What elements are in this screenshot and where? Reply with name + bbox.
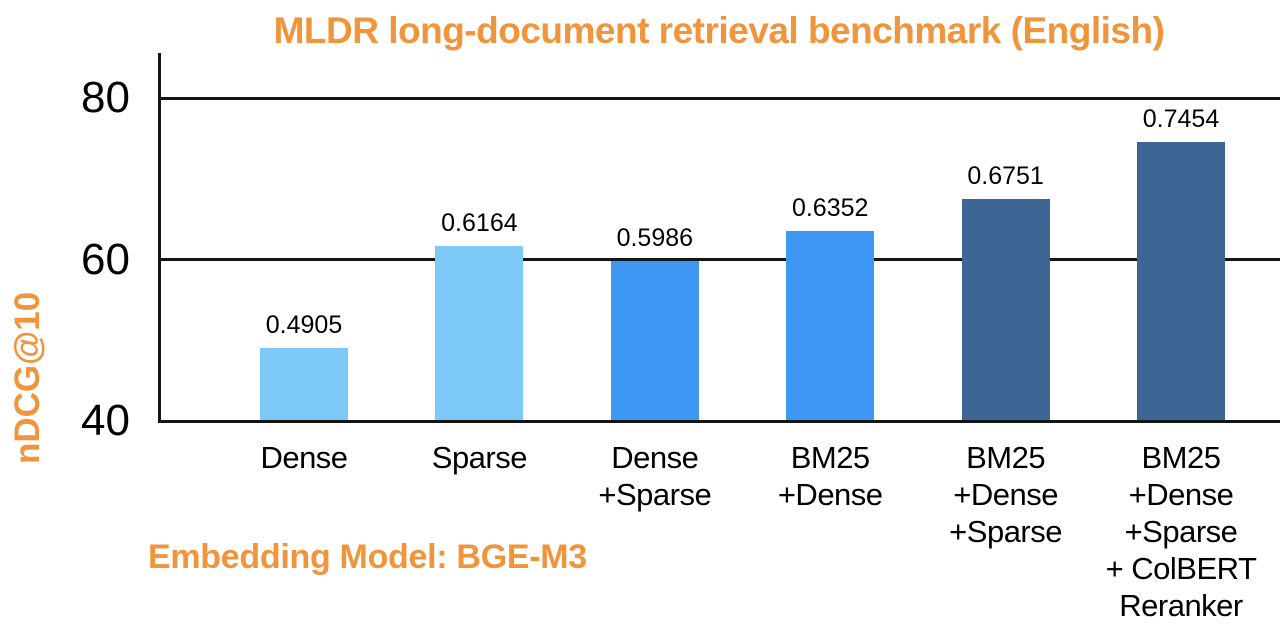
y-tick-label-60: 60 — [81, 234, 130, 284]
category-label: Sparse — [431, 440, 528, 475]
bar-sparse — [435, 246, 524, 421]
bar-bm25-dense-sparse — [961, 198, 1050, 421]
bar-value-label: 0.5986 — [616, 223, 694, 252]
category-label: BM25 +Dense +Sparse — [949, 440, 1062, 549]
bar-bm25-dense — [786, 231, 875, 421]
category-label: BM25 +Dense +Sparse + ColBERT Reranker — [1105, 440, 1257, 623]
bar-dense — [260, 347, 348, 421]
y-tick-label-80: 80 — [81, 73, 130, 122]
bar-dense-sparse — [610, 260, 699, 421]
chart-title: MLDR long-document retrieval benchmark (… — [273, 10, 1165, 51]
gridline-80 — [158, 96, 1280, 100]
bar-value-label: 0.6164 — [441, 209, 518, 238]
bar-value-label: 0.7454 — [1142, 105, 1220, 134]
category-label: Dense — [260, 440, 348, 475]
bar-bm25-dense-sparse-colbertreranker — [1137, 142, 1225, 421]
y-axis-line — [158, 53, 161, 423]
bar-value-label: 0.4905 — [265, 310, 343, 339]
embedding-model-note: Embedding Model: BGE-M3 — [148, 538, 587, 576]
category-label: BM25 +Dense — [777, 440, 883, 512]
gridline-40 — [158, 419, 1280, 423]
category-label: Dense +Sparse — [598, 440, 712, 512]
gridline-60 — [158, 258, 1280, 261]
y-tick-label-40: 40 — [81, 396, 130, 445]
bar-value-label: 0.6352 — [791, 194, 869, 223]
bar-value-label: 0.6751 — [967, 161, 1044, 190]
